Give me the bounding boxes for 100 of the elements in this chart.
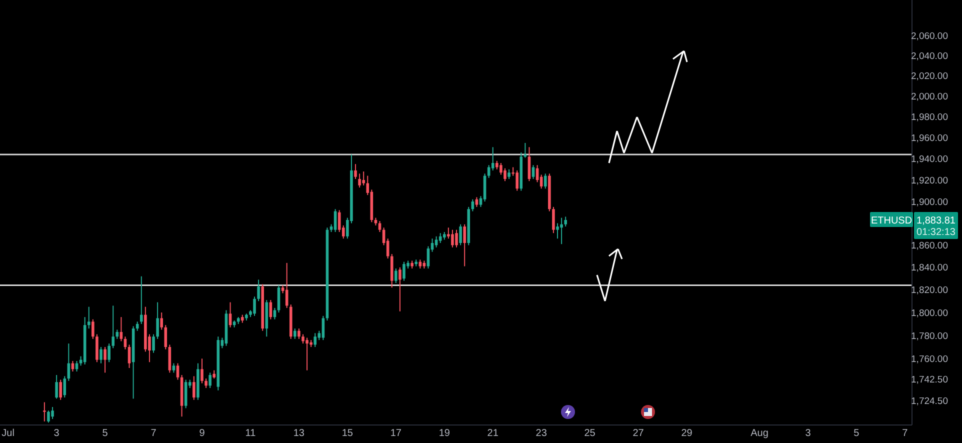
candlestick xyxy=(294,328,296,340)
candlestick xyxy=(564,216,567,228)
candlestick xyxy=(487,164,490,178)
candlestick xyxy=(164,324,168,350)
candlestick xyxy=(354,164,357,180)
x-tick-label: 7 xyxy=(150,428,157,439)
candlestick xyxy=(504,168,506,182)
x-tick-label: 9 xyxy=(199,428,206,439)
candlestick xyxy=(532,164,535,180)
candlestick xyxy=(528,146,531,182)
x-tick-label: 3 xyxy=(805,428,812,439)
candlestick xyxy=(455,229,458,248)
candlestick xyxy=(394,268,398,284)
y-tick-label: 1,860.00 xyxy=(911,240,948,252)
candlestick xyxy=(273,307,276,320)
candlestick xyxy=(426,246,430,269)
y-tick-label: 1,724.50 xyxy=(911,396,948,407)
candlestick xyxy=(459,224,462,246)
y-tick-label: 1,980.00 xyxy=(911,112,948,124)
candlestick xyxy=(176,362,180,380)
x-tick-label: 5 xyxy=(102,428,108,439)
candlestick xyxy=(208,372,212,388)
x-tick-label: 19 xyxy=(438,428,450,439)
candlestick xyxy=(306,337,308,371)
annotation: ETHUSD xyxy=(870,215,912,226)
candlestick xyxy=(338,210,341,232)
y-tick-label: 2,000.00 xyxy=(911,92,948,103)
y-tick-label: 1,920.00 xyxy=(911,175,948,186)
candlestick xyxy=(108,343,110,363)
x-tick-label: 11 xyxy=(245,428,256,439)
candlestick xyxy=(128,344,131,368)
candlestick xyxy=(362,170,365,186)
x-tick-label: Aug xyxy=(750,428,768,439)
candlestick xyxy=(298,328,300,340)
x-tick-label: 5 xyxy=(854,428,860,439)
y-tick-label: 1,760.00 xyxy=(911,354,948,365)
text: 1,883.81 xyxy=(916,215,956,226)
candlestick xyxy=(140,276,143,324)
candlestick xyxy=(204,378,208,388)
candlestick xyxy=(152,334,155,354)
candlestick xyxy=(51,406,54,420)
candlestick xyxy=(43,402,46,422)
x-tick-label: 21 xyxy=(487,428,499,439)
candlestick xyxy=(47,410,50,424)
y-tick-label: 2,040.00 xyxy=(911,50,948,62)
x-tick-label: 7 xyxy=(902,428,908,439)
candlestick xyxy=(136,321,139,332)
candlestick xyxy=(253,296,256,316)
candlestick xyxy=(475,196,478,208)
candlestick xyxy=(544,173,547,190)
candlestick xyxy=(192,376,196,400)
y-tick-label: 1,820.00 xyxy=(911,285,948,296)
candlestick xyxy=(398,266,402,312)
y-tick-label: 1,800.00 xyxy=(911,308,948,319)
x-tick-label: 3 xyxy=(54,428,60,439)
candlestick xyxy=(63,376,66,398)
candlestick xyxy=(87,306,90,330)
candlestick xyxy=(112,305,115,349)
candlestick xyxy=(314,332,317,348)
candlestick xyxy=(402,261,406,282)
x-tick-label: 27 xyxy=(632,428,644,439)
y-tick-label: 1,960.00 xyxy=(911,133,948,144)
y-tick-label: 1,900.00 xyxy=(911,196,948,208)
candlestick xyxy=(104,346,106,374)
x-tick-label: 29 xyxy=(681,428,693,439)
candlestick xyxy=(55,374,58,400)
candlestick xyxy=(257,279,260,302)
x-tick-label: 17 xyxy=(390,428,402,439)
candlestick xyxy=(92,318,94,340)
y-tick-label: 1,940.00 xyxy=(911,154,948,166)
candlestick xyxy=(160,312,163,330)
x-tick-label: 23 xyxy=(536,428,548,439)
y-tick-label: 2,020.00 xyxy=(911,71,948,82)
y-tick-label: 1,742.50 xyxy=(911,374,948,386)
x-tick-label: 25 xyxy=(584,428,596,439)
candlestick xyxy=(516,170,519,192)
candlestick xyxy=(168,344,172,374)
candlestick xyxy=(96,334,98,363)
candlestick xyxy=(552,206,555,234)
candlestick xyxy=(358,173,361,188)
candlestick xyxy=(156,302,159,340)
x-tick-label: 13 xyxy=(293,428,305,439)
candlestick xyxy=(451,229,454,248)
candlestick xyxy=(500,162,502,176)
y-tick-label: 1,780.00 xyxy=(911,330,948,342)
candlestick xyxy=(556,222,559,240)
y-tick-label: 1,840.00 xyxy=(911,262,948,274)
candlestick xyxy=(184,379,188,409)
candlestick xyxy=(172,362,176,374)
candlestick xyxy=(100,346,102,364)
candlestick xyxy=(463,224,466,267)
candlestick xyxy=(302,334,304,344)
candlestick xyxy=(560,217,563,245)
candlestick xyxy=(228,302,232,328)
y-tick-label: 2,060.00 xyxy=(911,30,948,42)
candlestick xyxy=(59,379,62,400)
x-tick-label: 15 xyxy=(342,428,354,439)
text: 01:32:13 xyxy=(916,226,956,238)
candlestick xyxy=(378,220,382,232)
candlestick xyxy=(200,358,204,384)
